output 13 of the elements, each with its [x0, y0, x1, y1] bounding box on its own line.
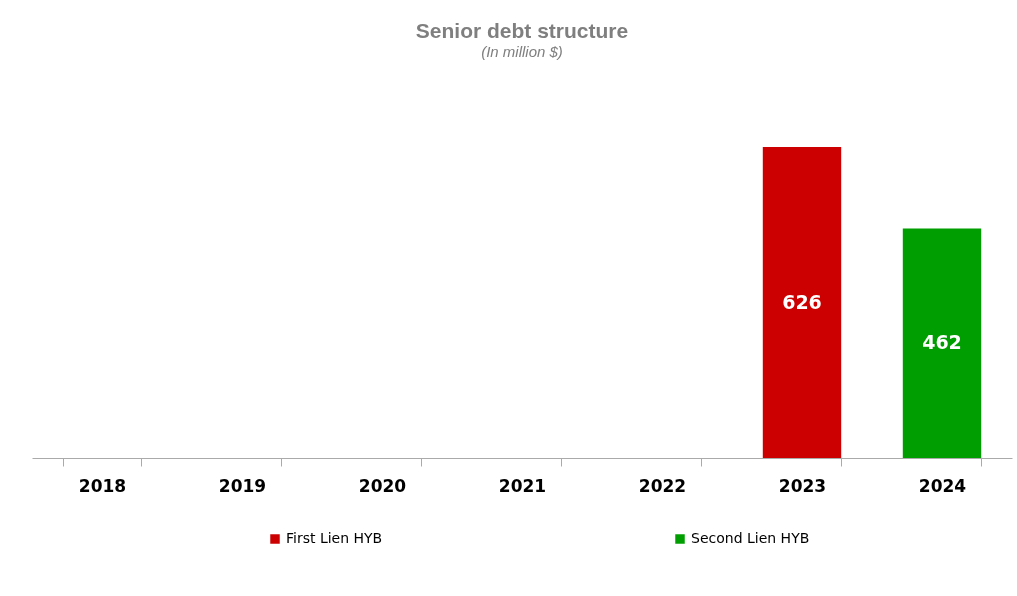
- x-tick-label: 2021: [498, 475, 547, 496]
- legend-label: Second Lien HYB: [691, 530, 810, 546]
- x-tick-label: 2022: [638, 475, 687, 496]
- x-tick-label: 2024: [918, 475, 967, 496]
- data-label: 462: [922, 331, 962, 354]
- x-tick-label: 2019: [218, 475, 267, 496]
- x-tick-label: 2020: [358, 475, 407, 496]
- chart-subtitle: (In million $): [481, 43, 563, 60]
- x-tick-label: 2018: [78, 475, 127, 496]
- x-tick-label: 2023: [778, 475, 827, 496]
- chart-title: Senior debt structure: [415, 19, 629, 42]
- legend-label: First Lien HYB: [286, 530, 383, 546]
- data-label: 626: [782, 290, 822, 313]
